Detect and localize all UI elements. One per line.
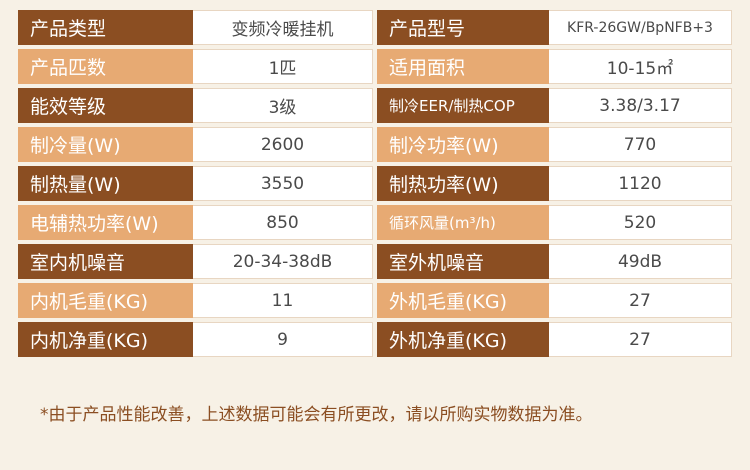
spec-row: 内机毛重(KG) 11 外机毛重(KG) 27 xyxy=(18,283,732,318)
spec-value: 3550 xyxy=(193,166,373,201)
spec-value: 3.38/3.17 xyxy=(549,88,732,123)
spec-label: 制冷量(W) xyxy=(18,127,193,162)
spec-row: 产品类型 变频冷暖挂机 产品型号 KFR-26GW/BpNFB+3 xyxy=(18,10,732,45)
spec-label: 适用面积 xyxy=(377,49,549,84)
spec-label: 电辅热功率(W) xyxy=(18,205,193,240)
spec-value: 3级 xyxy=(193,88,373,123)
spec-row: 电辅热功率(W) 850 循环风量(m³/h) 520 xyxy=(18,205,732,240)
spec-label: 室内机噪音 xyxy=(18,244,193,279)
spec-row: 能效等级 3级 制冷EER/制热COP 3.38/3.17 xyxy=(18,88,732,123)
spec-label: 制冷功率(W) xyxy=(377,127,549,162)
spec-label: 能效等级 xyxy=(18,88,193,123)
spec-value: 11 xyxy=(193,283,373,318)
spec-label: 制冷EER/制热COP xyxy=(377,88,549,123)
spec-value: 770 xyxy=(549,127,732,162)
spec-table: 产品类型 变频冷暖挂机 产品型号 KFR-26GW/BpNFB+3 产品匹数 1… xyxy=(18,10,732,361)
spec-label: 室外机噪音 xyxy=(377,244,549,279)
spec-label: 内机毛重(KG) xyxy=(18,283,193,318)
spec-label: 循环风量(m³/h) xyxy=(377,205,549,240)
spec-label: 制热量(W) xyxy=(18,166,193,201)
spec-value: 20-34-38dB xyxy=(193,244,373,279)
spec-label: 外机毛重(KG) xyxy=(377,283,549,318)
spec-row: 制热量(W) 3550 制热功率(W) 1120 xyxy=(18,166,732,201)
spec-value: 1匹 xyxy=(193,49,373,84)
spec-value: KFR-26GW/BpNFB+3 xyxy=(549,10,732,45)
spec-row: 室内机噪音 20-34-38dB 室外机噪音 49dB xyxy=(18,244,732,279)
spec-label: 产品类型 xyxy=(18,10,193,45)
spec-value: 2600 xyxy=(193,127,373,162)
spec-row: 制冷量(W) 2600 制冷功率(W) 770 xyxy=(18,127,732,162)
spec-value: 850 xyxy=(193,205,373,240)
spec-label: 内机净重(KG) xyxy=(18,322,193,357)
spec-label: 外机净重(KG) xyxy=(377,322,549,357)
spec-value: 49dB xyxy=(549,244,732,279)
spec-value: 27 xyxy=(549,283,732,318)
spec-value: 10-15㎡ xyxy=(549,49,732,84)
spec-value: 变频冷暖挂机 xyxy=(193,10,373,45)
spec-row: 产品匹数 1匹 适用面积 10-15㎡ xyxy=(18,49,732,84)
spec-value: 9 xyxy=(193,322,373,357)
spec-value: 520 xyxy=(549,205,732,240)
disclaimer-note: *由于产品性能改善，上述数据可能会有所更改，请以所购实物数据为准。 xyxy=(40,405,593,425)
spec-value: 27 xyxy=(549,322,732,357)
spec-row: 内机净重(KG) 9 外机净重(KG) 27 xyxy=(18,322,732,357)
spec-label: 制热功率(W) xyxy=(377,166,549,201)
spec-label: 产品匹数 xyxy=(18,49,193,84)
spec-label: 产品型号 xyxy=(377,10,549,45)
spec-value: 1120 xyxy=(549,166,732,201)
